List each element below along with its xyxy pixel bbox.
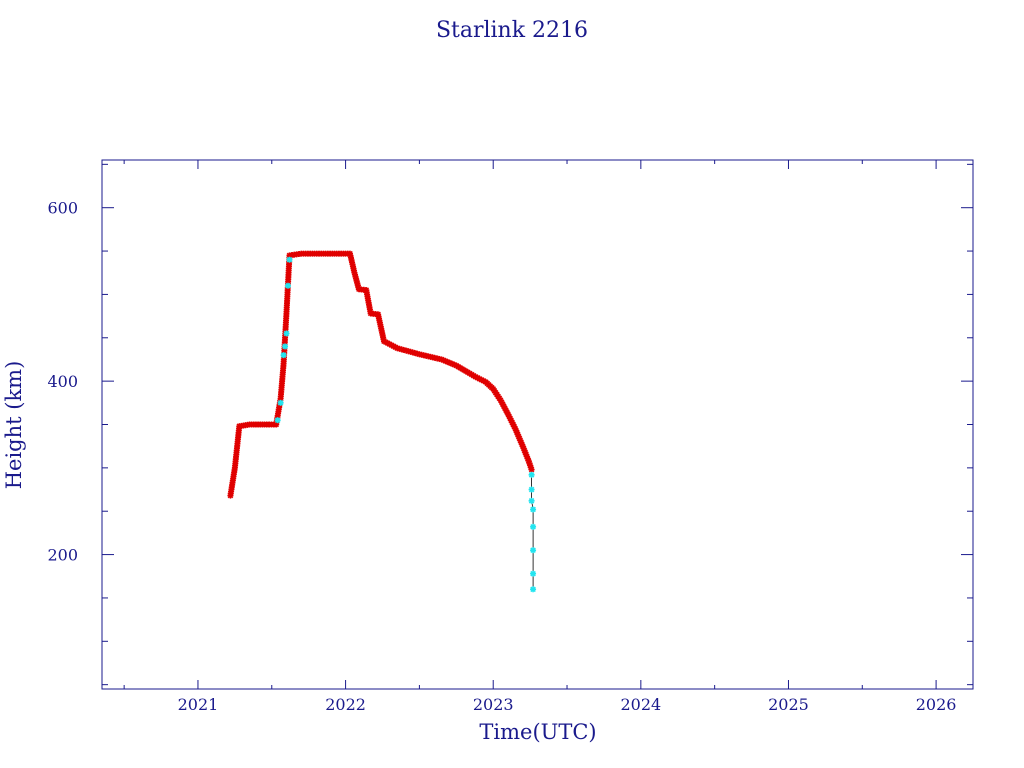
data-point-cyan xyxy=(530,523,537,530)
y-axis-label: Height (km) xyxy=(2,361,26,490)
x-axis-label: Time(UTC) xyxy=(479,720,596,744)
data-point-cyan xyxy=(530,570,537,577)
x-tick-label: 2026 xyxy=(916,695,957,714)
data-point-cyan xyxy=(286,256,293,263)
data-point-cyan xyxy=(282,343,289,350)
data-point-cyan xyxy=(285,282,292,289)
x-tick-labels: 2021 2022 2023 2024 2025 2026 xyxy=(178,695,957,714)
x-tick-label: 2022 xyxy=(325,695,366,714)
y-tick-label: 200 xyxy=(47,546,78,565)
x-tick-label: 2024 xyxy=(620,695,661,714)
data-point-cyan xyxy=(283,330,290,337)
data-point-cyan xyxy=(528,471,535,478)
plot-area xyxy=(227,250,537,593)
y-tick-label: 600 xyxy=(47,199,78,218)
data-point-cyan xyxy=(528,497,535,504)
data-point-cyan xyxy=(274,417,281,424)
x-tick-label: 2025 xyxy=(768,695,809,714)
x-tick-label: 2021 xyxy=(178,695,219,714)
data-point-red xyxy=(528,466,535,473)
plot-frame xyxy=(101,159,974,690)
data-point-cyan xyxy=(528,486,535,493)
data-point-cyan xyxy=(277,399,284,406)
data-point-cyan xyxy=(530,586,537,593)
data-point-cyan xyxy=(280,352,287,359)
data-point-cyan xyxy=(530,547,537,554)
data-point-cyan xyxy=(530,506,537,513)
axis-ticks xyxy=(102,160,973,689)
y-tick-labels: 200 400 600 xyxy=(47,199,78,565)
x-tick-label: 2023 xyxy=(473,695,514,714)
y-tick-label: 400 xyxy=(47,372,78,391)
chart-title: Starlink 2216 xyxy=(436,18,588,43)
